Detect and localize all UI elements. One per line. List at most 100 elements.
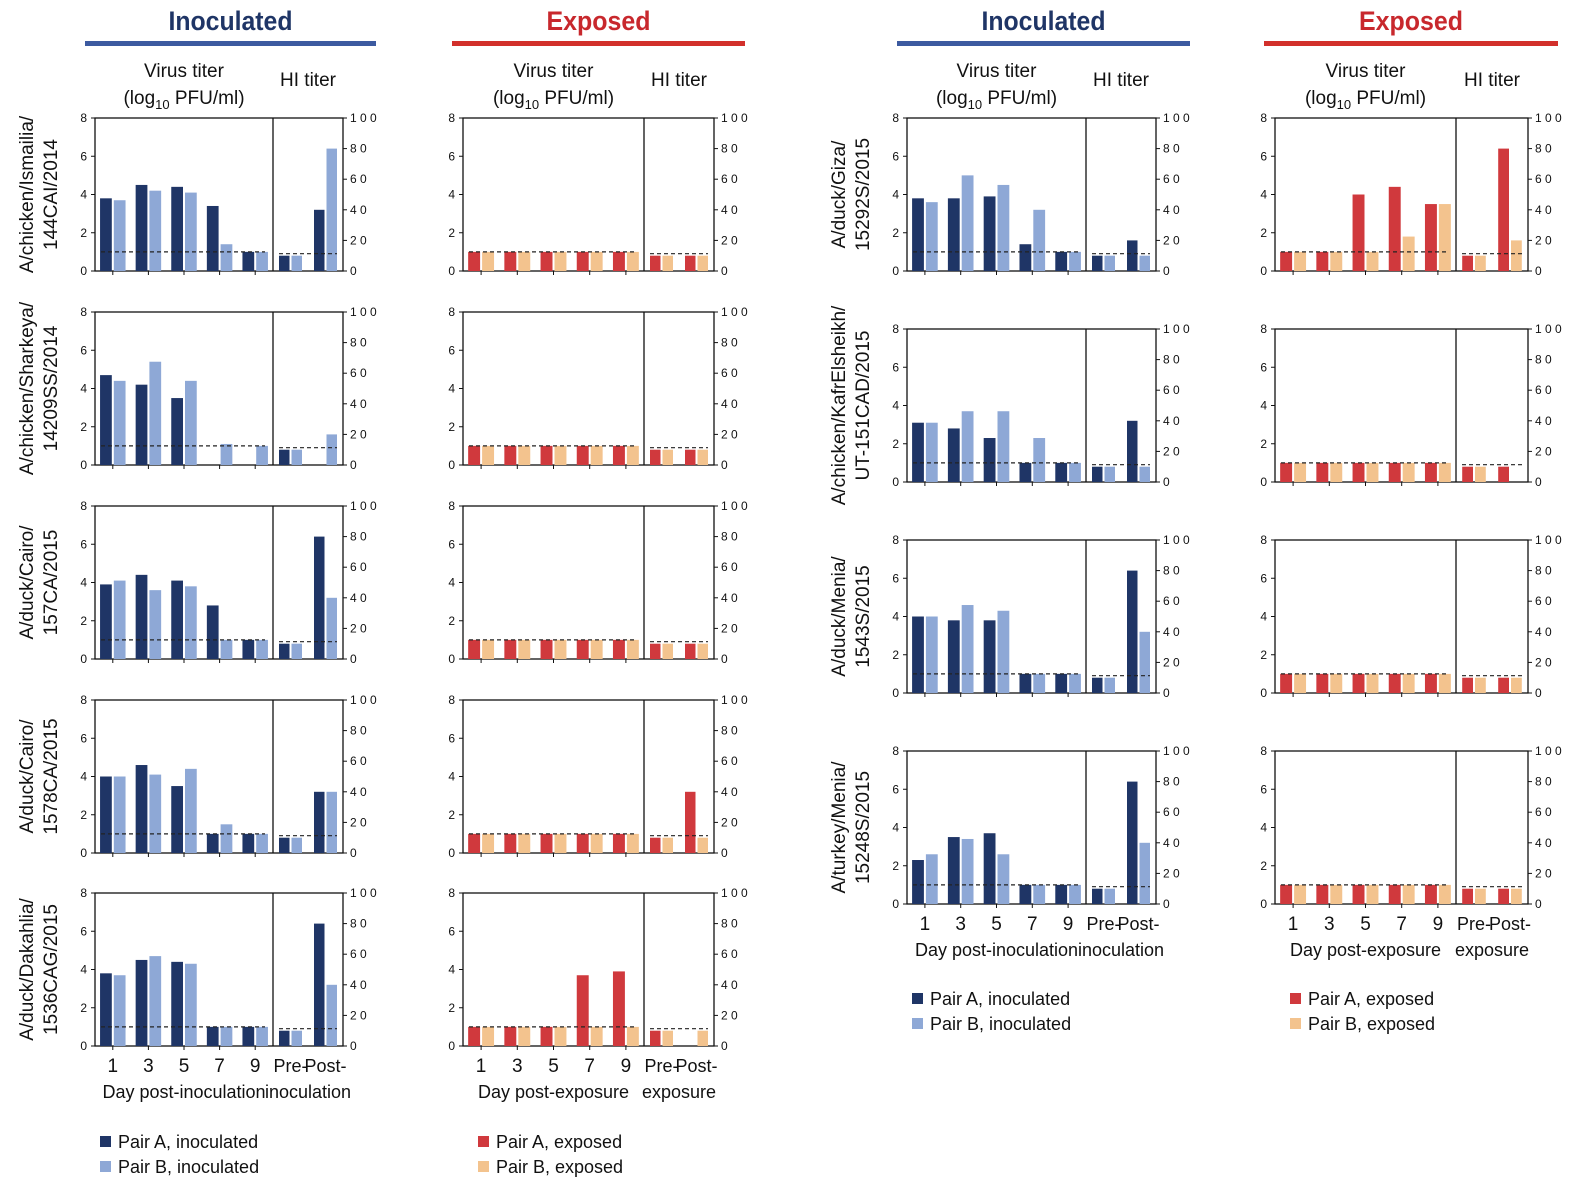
bar-pair-a-day-7 xyxy=(1019,244,1032,271)
strain-label: A/duck/Cairo/1578CA/2015 xyxy=(17,718,62,834)
hi-bar-pair-b-pre xyxy=(291,449,302,465)
bar-pair-b-day-3 xyxy=(961,175,974,271)
x-tick-label: 7 xyxy=(584,1056,595,1077)
bar-pair-a-day-7 xyxy=(1019,673,1032,693)
legend-label: Pair B, inoculated xyxy=(930,1014,1071,1034)
legend-label: Pair A, inoculated xyxy=(930,989,1070,1009)
y2-tick-label: 8 0 xyxy=(350,724,367,738)
strain-label-line2: 157CA/2015 xyxy=(41,530,62,636)
bar-pair-a-day-1 xyxy=(1280,673,1293,693)
x-tick-label: 5 xyxy=(1360,914,1371,935)
y-tick-label: 0 xyxy=(80,264,87,278)
bar-pair-a-day-3 xyxy=(135,959,148,1046)
chart-panel-exposed-7: 0 2 4 6 8 0 2 0 4 0 6 0 8 0 1 0 0 xyxy=(1260,533,1562,700)
y2-tick-label: 0 xyxy=(1163,264,1170,278)
bar-pair-b-day-5 xyxy=(1366,251,1379,271)
x-tick-label: 9 xyxy=(250,1056,261,1077)
chart-panel-inoculated-4: 0 2 4 6 8 0 2 0 4 0 6 0 8 0 1 0 0 xyxy=(80,886,377,1053)
bar-pair-b-day-1 xyxy=(113,580,126,659)
strain-label: A/turkey/Menia/15248S/2015 xyxy=(829,761,874,894)
y2-tick-label: 2 0 xyxy=(1163,866,1180,880)
y2-tick-label: 0 xyxy=(350,458,357,472)
y-tick-label: 8 xyxy=(448,499,455,513)
panel-frame xyxy=(94,505,344,660)
hi-bar-pair-b-post xyxy=(697,255,708,271)
bar-pair-a-day-9 xyxy=(1424,673,1437,693)
chart-panel-exposed-6: 0 2 4 6 8 0 2 0 4 0 6 0 8 0 1 0 0 xyxy=(1260,322,1562,489)
hi-bar-pair-b-post xyxy=(326,148,337,271)
bar-pair-a-day-1 xyxy=(468,251,481,271)
hi-bar-pair-a-pre xyxy=(650,837,661,853)
chart-panel-inoculated-1: 0 2 4 6 8 0 2 0 4 0 6 0 8 0 1 0 0 xyxy=(80,305,377,472)
bar-pair-b-day-7 xyxy=(1402,236,1415,271)
bar-pair-b-day-1 xyxy=(482,639,495,659)
strain-label: A/chicken/Ismailia/144CAI/2014 xyxy=(17,115,62,273)
hi-bar-pair-b-pre xyxy=(1104,888,1115,904)
virus-titer-units: (log10 PFU/ml) xyxy=(493,88,614,112)
bar-pair-a-day-5 xyxy=(171,786,183,853)
y2-tick-label: 1 0 0 xyxy=(721,111,748,125)
y2-tick-label: 6 0 xyxy=(1535,805,1552,819)
hi-bar-pair-b-post xyxy=(326,597,337,659)
panel-frame xyxy=(94,892,344,1047)
y-tick-label: 2 xyxy=(80,1001,87,1015)
bar-pair-b-day-9 xyxy=(1438,884,1451,904)
bar-pair-a-day-9 xyxy=(612,971,625,1046)
y-tick-label: 0 xyxy=(448,846,455,860)
y2-tick-label: 4 0 xyxy=(721,978,738,992)
hi-bar-pair-a-pre xyxy=(1462,255,1473,271)
bar-pair-a-day-3 xyxy=(135,384,148,465)
strain-label-line2: 1578CA/2015 xyxy=(41,718,62,834)
bar-pair-b-day-3 xyxy=(149,774,162,853)
bar-pair-b-day-3 xyxy=(149,590,162,659)
bar-pair-b-day-5 xyxy=(185,586,197,659)
y2-tick-label: 8 0 xyxy=(1163,142,1180,156)
hi-bar-pair-b-pre xyxy=(662,255,673,271)
column-header-title: Inoculated xyxy=(982,6,1106,36)
virus-titer-units: (log10 PFU/ml) xyxy=(1305,88,1426,112)
y-tick-label: 4 xyxy=(448,188,455,202)
bar-pair-b-day-1 xyxy=(1294,251,1307,271)
y-tick-label: 4 xyxy=(1260,188,1267,202)
bar-pair-a-day-5 xyxy=(1352,194,1365,271)
bar-pair-a-day-9 xyxy=(1055,462,1068,482)
chart-panel-exposed-4: 0 2 4 6 8 0 2 0 4 0 6 0 8 0 1 0 0 xyxy=(448,886,748,1053)
bar-pair-b-day-9 xyxy=(1438,673,1451,693)
y-tick-label: 2 xyxy=(80,226,87,240)
bar-pair-b-day-7 xyxy=(1402,884,1415,904)
bar-pair-b-day-9 xyxy=(1069,673,1081,693)
x-axis-title: Day post-exposure xyxy=(478,1082,629,1102)
hi-bar-pair-a-post xyxy=(1127,781,1138,904)
bar-pair-a-day-9 xyxy=(1424,204,1437,271)
bar-pair-a-day-5 xyxy=(171,398,183,465)
bar-pair-a-day-9 xyxy=(242,833,255,853)
y2-tick-label: 0 xyxy=(1535,897,1542,911)
y-tick-label: 2 xyxy=(1260,226,1267,240)
bar-pair-b-day-7 xyxy=(590,1026,603,1046)
bar-pair-a-day-7 xyxy=(576,639,589,659)
bar-pair-a-day-5 xyxy=(540,445,553,465)
y2-tick-label: 6 0 xyxy=(1535,594,1552,608)
strain-label-line1: A/chicken/KafrElsheikh/ xyxy=(829,305,850,505)
y-tick-label: 6 xyxy=(448,343,455,357)
bar-pair-a-day-5 xyxy=(171,961,183,1046)
y2-tick-label: 0 xyxy=(721,846,728,860)
panel-frame xyxy=(1274,328,1529,483)
y-tick-label: 8 xyxy=(80,305,87,319)
y2-tick-label: 4 0 xyxy=(350,203,367,217)
y2-tick-label: 4 0 xyxy=(350,978,367,992)
y-tick-label: 0 xyxy=(1260,475,1267,489)
bar-pair-b-day-5 xyxy=(185,963,197,1046)
bar-pair-b-day-1 xyxy=(925,616,938,693)
x-axis-labels-exposed: 1 3 5 7 9 Pre-Post- Day post-exposure exposure xyxy=(476,1056,718,1102)
bar-pair-b-day-1 xyxy=(482,445,495,465)
hi-bar-pair-b-post xyxy=(326,984,337,1046)
y2-tick-label: 8 0 xyxy=(350,917,367,931)
strain-label-line1: A/duck/Giza/ xyxy=(829,140,850,248)
legend-label: Pair B, inoculated xyxy=(118,1157,259,1177)
column-header-title: Exposed xyxy=(1359,6,1463,36)
hi-bar-pair-a-post xyxy=(685,449,696,465)
hi-bar-pair-a-pre xyxy=(279,449,290,465)
y2-tick-label: 2 0 xyxy=(721,815,738,829)
hi-titer-label: HI titer xyxy=(651,70,708,91)
